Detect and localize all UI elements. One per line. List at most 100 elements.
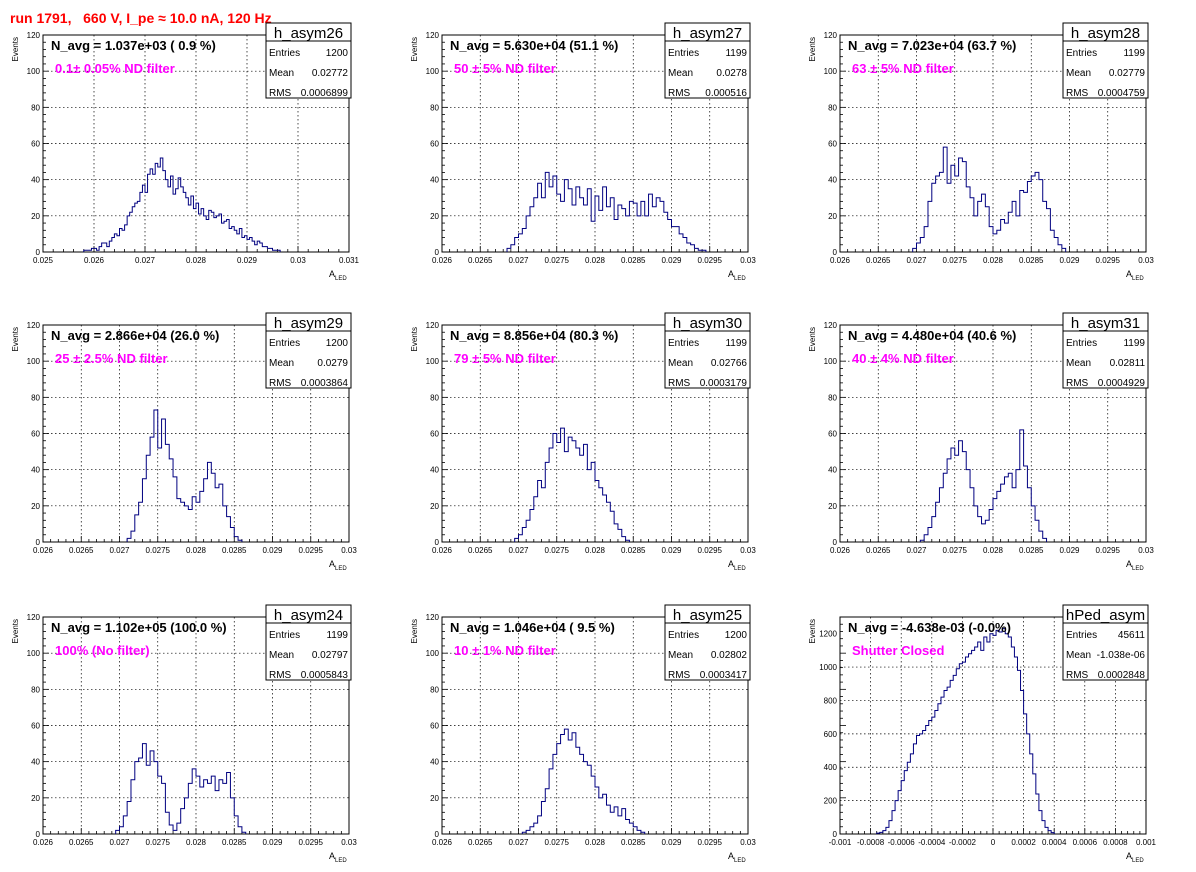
x-tick-label: 0.0275 [545, 838, 570, 847]
stats-label-entries: Entries [668, 630, 699, 641]
x-axis-label-subscript: LED [734, 858, 746, 864]
filter-annotation: Shutter Closed [852, 643, 945, 658]
panel-title: N_avg = 8.856e+04 (80.3 %) [450, 328, 618, 343]
x-tick-label: 0.0285 [1019, 256, 1044, 265]
x-tick-label: 0.029 [262, 838, 283, 847]
x-tick-label: 0.03 [1138, 256, 1154, 265]
panel-h_asym27: 0.026 0.0265 0.027 0.0275 0.028 0.0285 0.029 0.… [410, 22, 756, 282]
y-axis-label: Events [11, 37, 20, 61]
x-tick-label: 0.029 [661, 256, 682, 265]
x-tick-label: -0.0008 [857, 838, 885, 847]
x-tick-label: 0.026 [84, 256, 105, 265]
stats-label-entries: Entries [1066, 48, 1097, 59]
y-tick-label: 0 [36, 830, 41, 839]
x-tick-label: 0.027 [508, 546, 529, 555]
x-tick-label: 0.027 [508, 256, 529, 265]
x-axis-label: ALED [1126, 851, 1144, 864]
histogram-series [521, 728, 646, 834]
y-tick-label: 100 [426, 649, 440, 658]
x-tick-label: 0.001 [1136, 838, 1157, 847]
x-tick-label: 0.03 [341, 838, 357, 847]
x-tick-label: 0.031 [339, 256, 360, 265]
histogram-series [83, 157, 281, 252]
x-tick-label: 0.027 [109, 838, 130, 847]
x-axis-label: ALED [329, 269, 347, 282]
filter-annotation: 100% (No filter) [55, 643, 150, 658]
y-tick-label: 120 [27, 321, 41, 330]
y-tick-label: 0 [833, 538, 838, 547]
x-tick-label: 0.028 [585, 838, 606, 847]
stats-value-mean: 0.02811 [1110, 358, 1146, 369]
panel-h_asym31: 0.026 0.0265 0.027 0.0275 0.028 0.0285 0.029 0.… [808, 312, 1154, 572]
y-tick-label: 100 [426, 357, 440, 366]
stats-label-entries: Entries [668, 48, 699, 59]
x-tick-label: 0.0285 [222, 838, 247, 847]
x-tick-label: 0.028 [983, 546, 1004, 555]
stats-box [664, 604, 751, 681]
y-tick-label: 100 [824, 357, 838, 366]
y-axis-label: Events [808, 37, 817, 61]
stats-value-mean: 0.02802 [711, 650, 748, 661]
y-axis-label: Events [808, 327, 817, 351]
stats-label-mean: Mean [668, 358, 693, 369]
stats-value-entries: 1199 [725, 338, 747, 349]
y-tick-label: 120 [426, 31, 440, 40]
stats-box [265, 312, 352, 389]
y-tick-label: 40 [430, 758, 439, 767]
y-tick-label: 80 [31, 103, 40, 112]
y-tick-label: 400 [824, 763, 838, 772]
stats-value-rms: 0.0006899 [301, 88, 349, 99]
x-tick-label: 0.0265 [69, 838, 94, 847]
panel-title: N_avg = 4.480e+04 (40.6 %) [848, 328, 1016, 343]
panel-title: N_avg = 1.102e+05 (100.0 %) [51, 620, 227, 635]
x-tick-label: 0.0265 [866, 256, 891, 265]
x-tick-label: 0.0265 [468, 546, 493, 555]
x-tick-label: 0 [991, 838, 996, 847]
histogram-series [115, 743, 247, 834]
y-tick-label: 20 [430, 502, 439, 511]
y-tick-label: 80 [828, 393, 837, 402]
filter-annotation: 63 ± 5% ND filter [852, 61, 954, 76]
x-tick-label: -0.001 [829, 838, 852, 847]
x-tick-label: 0.027 [109, 546, 130, 555]
x-tick-label: 0.0285 [621, 256, 646, 265]
stats-label-rms: RMS [668, 378, 691, 389]
histogram-name: h_asym31 [1071, 315, 1140, 332]
stats-value-rms: 0.0004759 [1098, 88, 1146, 99]
y-tick-label: 100 [27, 67, 41, 76]
y-tick-label: 60 [430, 430, 439, 439]
filter-annotation: 0.1± 0.05% ND filter [55, 61, 175, 76]
x-tick-label: 0.026 [432, 838, 453, 847]
x-tick-label: 0.026 [33, 838, 54, 847]
y-axis-label: Events [808, 619, 817, 643]
y-tick-label: 20 [31, 794, 40, 803]
y-tick-label: 0 [435, 830, 440, 839]
stats-value-entries: 1199 [1123, 338, 1145, 349]
x-tick-label: 0.027 [508, 838, 529, 847]
x-axis-label-main: A [329, 851, 335, 861]
filter-annotation: 25 ± 2.5% ND filter [55, 351, 168, 366]
panel-h_asym25: 0.026 0.0265 0.027 0.0275 0.028 0.0285 0.029 0.… [410, 604, 756, 864]
stats-label-rms: RMS [269, 670, 292, 681]
x-tick-label: 0.028 [186, 838, 207, 847]
stats-label-mean: Mean [269, 68, 294, 79]
x-tick-label: 0.0004 [1042, 838, 1067, 847]
y-tick-label: 40 [828, 466, 837, 475]
panel-h_asym24: 0.026 0.0265 0.027 0.0275 0.028 0.0285 0.029 0.… [11, 604, 357, 864]
y-tick-label: 80 [430, 685, 439, 694]
x-axis-label: ALED [728, 851, 746, 864]
x-tick-label: 0.0295 [698, 256, 723, 265]
y-tick-label: 60 [430, 722, 439, 731]
histogram-name: h_asym26 [274, 25, 343, 42]
histogram-series [126, 409, 243, 542]
x-tick-label: 0.029 [661, 838, 682, 847]
y-tick-label: 0 [36, 248, 41, 257]
y-tick-label: 120 [27, 613, 41, 622]
x-axis-label-main: A [728, 851, 734, 861]
stats-label-rms: RMS [1066, 670, 1089, 681]
x-tick-label: 0.0285 [1019, 546, 1044, 555]
histogram-series [876, 628, 1055, 834]
x-tick-label: 0.026 [33, 546, 54, 555]
x-axis-label-subscript: LED [734, 566, 746, 572]
filter-annotation: 79 ± 5% ND filter [454, 351, 556, 366]
